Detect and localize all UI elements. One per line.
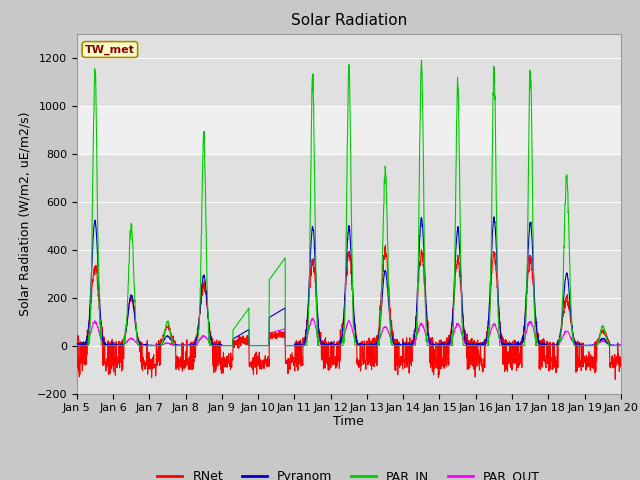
Legend: RNet, Pyranom, PAR_IN, PAR_OUT: RNet, Pyranom, PAR_IN, PAR_OUT (152, 465, 545, 480)
Text: TW_met: TW_met (85, 44, 135, 55)
Title: Solar Radiation: Solar Radiation (291, 13, 407, 28)
X-axis label: Time: Time (333, 415, 364, 428)
Bar (77, 106, 621, 154)
Y-axis label: Solar Radiation (W/m2, uE/m2/s): Solar Radiation (W/m2, uE/m2/s) (18, 111, 31, 316)
